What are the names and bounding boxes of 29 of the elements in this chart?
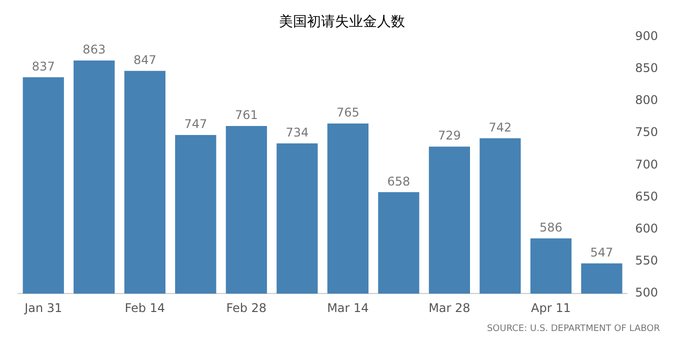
data-label: 761 [234, 108, 258, 122]
x-tick-label: Jan 31 [24, 300, 62, 315]
y-tick-label: 900 [635, 28, 658, 43]
data-label: 729 [438, 128, 461, 143]
data-label: 765 [336, 106, 360, 120]
y-tick-label: 600 [635, 222, 658, 236]
x-tick-label: Mar 14 [327, 300, 369, 315]
y-tick-label: 550 [635, 254, 658, 268]
y-tick-label: 800 [635, 93, 658, 108]
data-label: 863 [82, 42, 106, 57]
y-tick-label: 750 [635, 125, 658, 140]
data-label: 734 [286, 125, 309, 140]
x-tick-label: Feb 14 [124, 300, 166, 315]
data-label: 586 [540, 220, 562, 235]
x-tick-label: Mar 28 [428, 300, 470, 315]
y-tick-label: 700 [635, 157, 658, 172]
y-tick-label: 500 [635, 286, 658, 300]
data-label: 837 [32, 59, 55, 74]
data-label: 747 [184, 117, 208, 132]
x-tick-label: Apr 11 [531, 300, 571, 315]
data-label: 847 [133, 52, 156, 67]
chart-title: 美国初请失业金人数 [279, 14, 405, 30]
x-tick-label: Feb 28 [226, 300, 267, 315]
source-note: SOURCE: U.S. DEPARTMENT OF LABOR [486, 324, 660, 334]
data-label: 658 [387, 174, 410, 188]
data-label: 742 [488, 120, 512, 134]
data-label: 547 [590, 246, 614, 260]
y-tick-label: 650 [635, 189, 658, 204]
y-tick-label: 850 [635, 61, 658, 76]
